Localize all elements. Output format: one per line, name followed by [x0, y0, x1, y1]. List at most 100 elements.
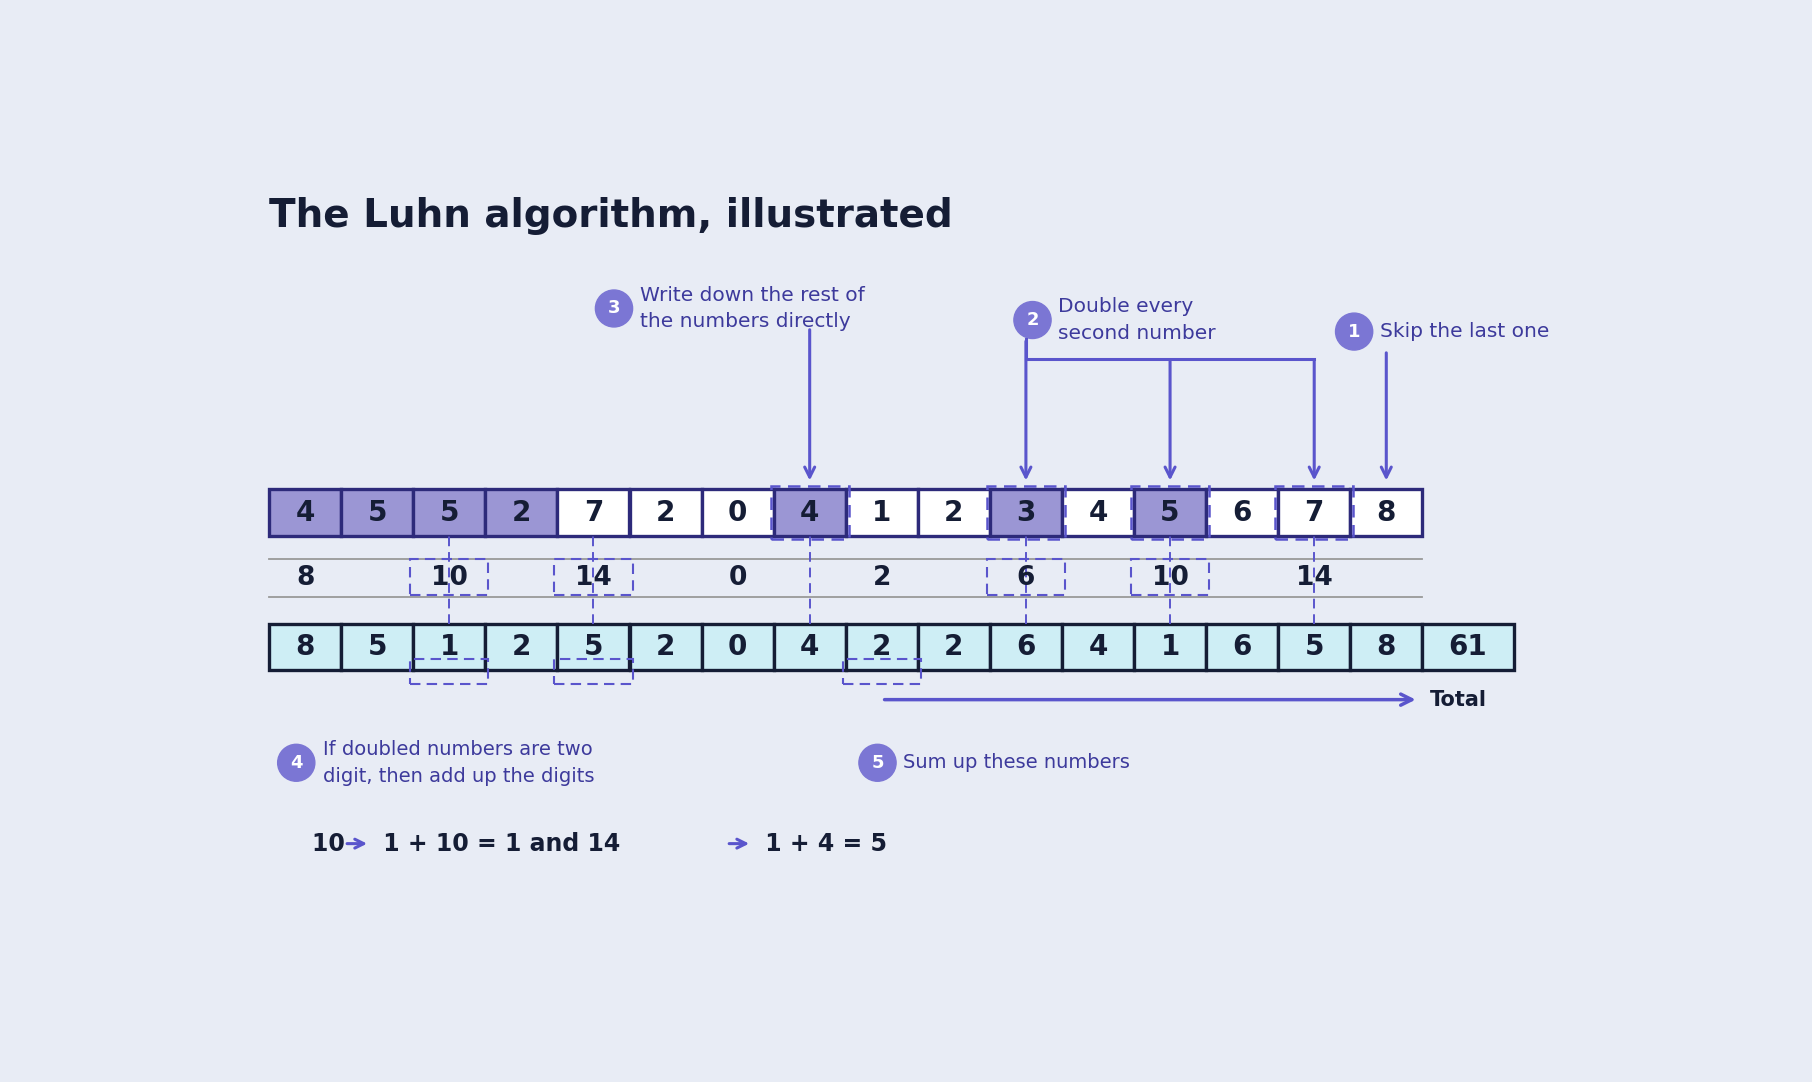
- Text: 0: 0: [728, 565, 747, 591]
- Text: 2: 2: [656, 633, 676, 661]
- Text: 5: 5: [1305, 633, 1325, 661]
- Text: 2: 2: [511, 499, 531, 527]
- Text: 10: 10: [312, 832, 353, 856]
- Bar: [989, 489, 1062, 536]
- Bar: [919, 489, 989, 536]
- Text: 10: 10: [1152, 565, 1189, 591]
- Bar: [554, 659, 632, 684]
- Bar: [989, 624, 1062, 671]
- Text: 61: 61: [1450, 633, 1488, 661]
- Text: 10: 10: [431, 565, 467, 591]
- Text: 7: 7: [583, 499, 603, 527]
- Text: 5: 5: [1160, 499, 1180, 527]
- Bar: [558, 489, 629, 536]
- Bar: [1277, 624, 1350, 671]
- Bar: [988, 559, 1065, 595]
- Text: 0: 0: [728, 499, 747, 527]
- Bar: [1131, 559, 1209, 595]
- Bar: [558, 624, 629, 671]
- Bar: [1276, 486, 1354, 539]
- Text: 2: 2: [944, 499, 964, 527]
- Text: 5: 5: [583, 633, 603, 661]
- Bar: [270, 489, 341, 536]
- Text: 1 + 10 = 1 and 14: 1 + 10 = 1 and 14: [375, 832, 629, 856]
- Bar: [413, 624, 486, 671]
- Bar: [1207, 489, 1277, 536]
- Text: 1: 1: [872, 499, 892, 527]
- Bar: [341, 624, 413, 671]
- Bar: [486, 624, 558, 671]
- Circle shape: [277, 744, 315, 781]
- Text: Write down the rest of
the numbers directly: Write down the rest of the numbers direc…: [640, 286, 864, 331]
- Bar: [1134, 624, 1207, 671]
- Bar: [1422, 624, 1513, 671]
- Circle shape: [1015, 302, 1051, 339]
- Bar: [486, 489, 558, 536]
- Bar: [410, 559, 489, 595]
- Bar: [843, 659, 920, 684]
- Bar: [846, 624, 919, 671]
- Text: 4: 4: [1089, 633, 1107, 661]
- Bar: [770, 486, 848, 539]
- Text: 4: 4: [290, 754, 303, 771]
- Text: 1: 1: [1160, 633, 1180, 661]
- Text: 3: 3: [607, 300, 620, 317]
- Text: 1: 1: [1348, 322, 1361, 341]
- Text: 2: 2: [1026, 311, 1038, 329]
- Bar: [629, 489, 701, 536]
- Bar: [270, 624, 341, 671]
- Text: 14: 14: [574, 565, 612, 591]
- Text: 4: 4: [801, 499, 819, 527]
- Text: 2: 2: [873, 565, 892, 591]
- Text: Sum up these numbers: Sum up these numbers: [902, 753, 1131, 773]
- Bar: [1277, 489, 1350, 536]
- Bar: [1134, 489, 1207, 536]
- Bar: [988, 486, 1065, 539]
- Text: 8: 8: [1377, 499, 1395, 527]
- Text: 0: 0: [728, 633, 747, 661]
- Text: If doubled numbers are two
digit, then add up the digits: If doubled numbers are two digit, then a…: [323, 740, 594, 786]
- Text: 2: 2: [944, 633, 964, 661]
- Text: 6: 6: [1232, 499, 1252, 527]
- Text: 2: 2: [656, 499, 676, 527]
- Bar: [1062, 489, 1134, 536]
- Text: 5: 5: [872, 754, 884, 771]
- Text: 5: 5: [368, 633, 388, 661]
- Text: 7: 7: [1305, 499, 1325, 527]
- Text: 14: 14: [1296, 565, 1332, 591]
- Text: 6: 6: [1017, 565, 1035, 591]
- Circle shape: [1335, 313, 1373, 351]
- Bar: [413, 489, 486, 536]
- Text: 4: 4: [295, 499, 315, 527]
- Text: Skip the last one: Skip the last one: [1379, 322, 1549, 341]
- Bar: [1350, 624, 1422, 671]
- Text: Double every
second number: Double every second number: [1058, 298, 1216, 343]
- Bar: [1350, 489, 1422, 536]
- Text: 3: 3: [1017, 499, 1036, 527]
- Bar: [774, 489, 846, 536]
- Bar: [629, 624, 701, 671]
- Bar: [554, 559, 632, 595]
- Text: 4: 4: [801, 633, 819, 661]
- Text: 2: 2: [872, 633, 892, 661]
- Bar: [1062, 624, 1134, 671]
- Text: 4: 4: [1089, 499, 1107, 527]
- Bar: [410, 659, 489, 684]
- Bar: [1207, 624, 1277, 671]
- Bar: [1131, 486, 1209, 539]
- Bar: [701, 624, 774, 671]
- Text: 5: 5: [368, 499, 388, 527]
- Circle shape: [596, 290, 632, 327]
- Circle shape: [859, 744, 897, 781]
- Text: The Luhn algorithm, illustrated: The Luhn algorithm, illustrated: [270, 197, 953, 235]
- Text: 6: 6: [1017, 633, 1036, 661]
- Bar: [919, 624, 989, 671]
- Text: 5: 5: [440, 499, 458, 527]
- Text: 8: 8: [295, 565, 313, 591]
- Text: Total: Total: [1430, 689, 1488, 710]
- Bar: [846, 489, 919, 536]
- Text: 2: 2: [511, 633, 531, 661]
- Bar: [701, 489, 774, 536]
- Text: 1: 1: [440, 633, 458, 661]
- Bar: [774, 624, 846, 671]
